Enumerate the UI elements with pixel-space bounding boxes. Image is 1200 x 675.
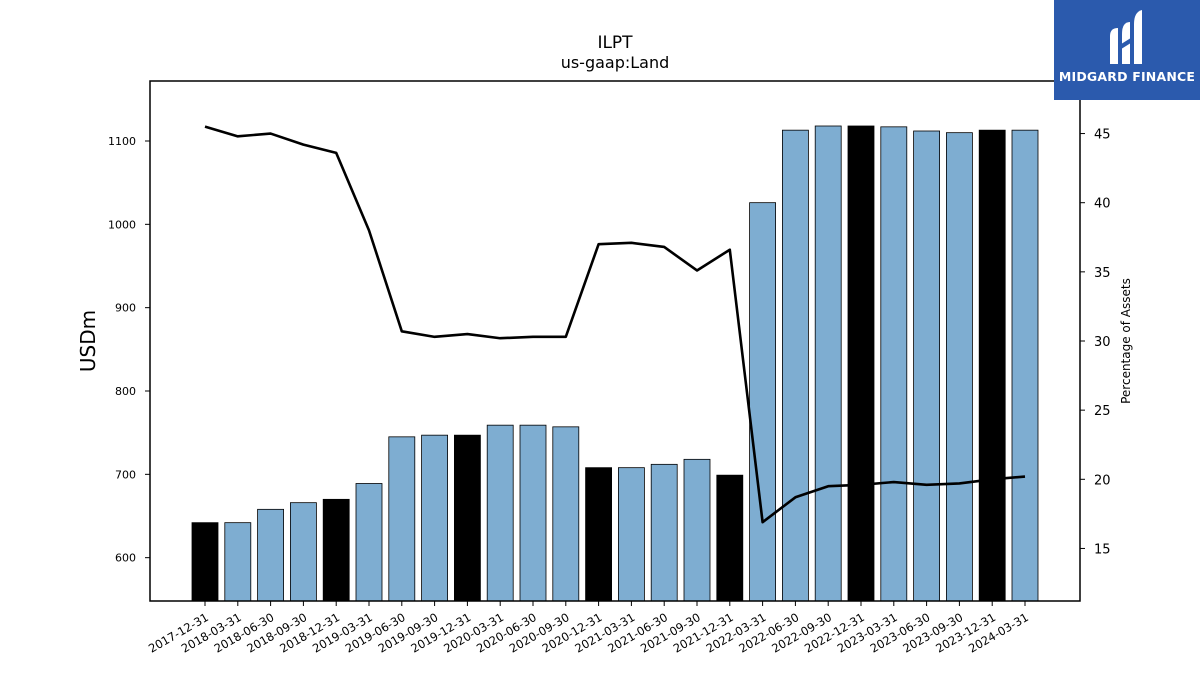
bar-2019-06-30 bbox=[388, 436, 416, 602]
bar-2021-09-30 bbox=[683, 458, 711, 602]
line-layer bbox=[204, 125, 1026, 524]
y-axis-label: USDm bbox=[76, 310, 100, 372]
bar-2018-12-31 bbox=[322, 498, 350, 602]
y2-tick-label-25: 25 bbox=[1094, 404, 1111, 419]
chart-subtitle: us-gaap:Land bbox=[561, 53, 670, 72]
bar-2021-06-30 bbox=[650, 463, 678, 602]
bar-2023-12-31 bbox=[978, 129, 1006, 602]
bar-2024-03-31 bbox=[1011, 129, 1039, 602]
bar-2020-06-30 bbox=[519, 424, 547, 602]
bar-2019-09-30 bbox=[421, 434, 449, 602]
bar-2020-09-30 bbox=[552, 426, 580, 602]
bar-2023-03-31 bbox=[880, 126, 908, 602]
y2-tick-label-15: 15 bbox=[1094, 542, 1111, 557]
logo-text: MIDGARD FINANCE bbox=[1058, 69, 1196, 84]
y-tick-label-700: 700 bbox=[115, 468, 136, 481]
y-tick-label-800: 800 bbox=[115, 385, 136, 398]
bar-2021-03-31 bbox=[618, 467, 645, 602]
y-tick-label-1100: 1100 bbox=[108, 135, 136, 148]
bar-2018-03-31 bbox=[224, 522, 252, 602]
bar-2022-03-31 bbox=[749, 202, 776, 602]
bar-2017-12-31 bbox=[191, 522, 219, 602]
bar-2022-06-30 bbox=[782, 129, 809, 602]
y2-axis-label: Percentage of Assets bbox=[1119, 278, 1133, 404]
midgard-logo-icon bbox=[1110, 10, 1142, 64]
bar-2019-12-31 bbox=[453, 434, 481, 602]
bars-layer bbox=[191, 125, 1039, 602]
chart-title: ILPT bbox=[597, 33, 633, 53]
percentage-line bbox=[204, 125, 1026, 524]
bar-2023-06-30 bbox=[913, 130, 940, 602]
bar-2020-03-31 bbox=[486, 424, 514, 602]
bar-2022-09-30 bbox=[814, 125, 842, 602]
bar-2021-12-31 bbox=[716, 474, 744, 602]
bar-2022-12-31 bbox=[847, 125, 875, 602]
midgard-finance-logo: MIDGARD FINANCE bbox=[1054, 0, 1200, 100]
y-tick-label-600: 600 bbox=[115, 552, 136, 565]
bar-2023-09-30 bbox=[946, 132, 973, 602]
bar-2018-09-30 bbox=[289, 502, 317, 602]
y2-tick-label-40: 40 bbox=[1094, 197, 1111, 212]
bar-2020-12-31 bbox=[585, 467, 612, 602]
y-tick-label-900: 900 bbox=[115, 302, 136, 315]
y2-tick-label-35: 35 bbox=[1094, 266, 1111, 281]
y2-tick-label-45: 45 bbox=[1094, 128, 1111, 143]
bar-2019-03-31 bbox=[355, 483, 383, 602]
plot-frame bbox=[149, 80, 1081, 602]
bar-2018-06-30 bbox=[257, 508, 285, 602]
y2-tick-label-30: 30 bbox=[1094, 335, 1111, 350]
y-tick-label-1000: 1000 bbox=[108, 218, 136, 231]
y2-tick-label-20: 20 bbox=[1094, 473, 1111, 488]
